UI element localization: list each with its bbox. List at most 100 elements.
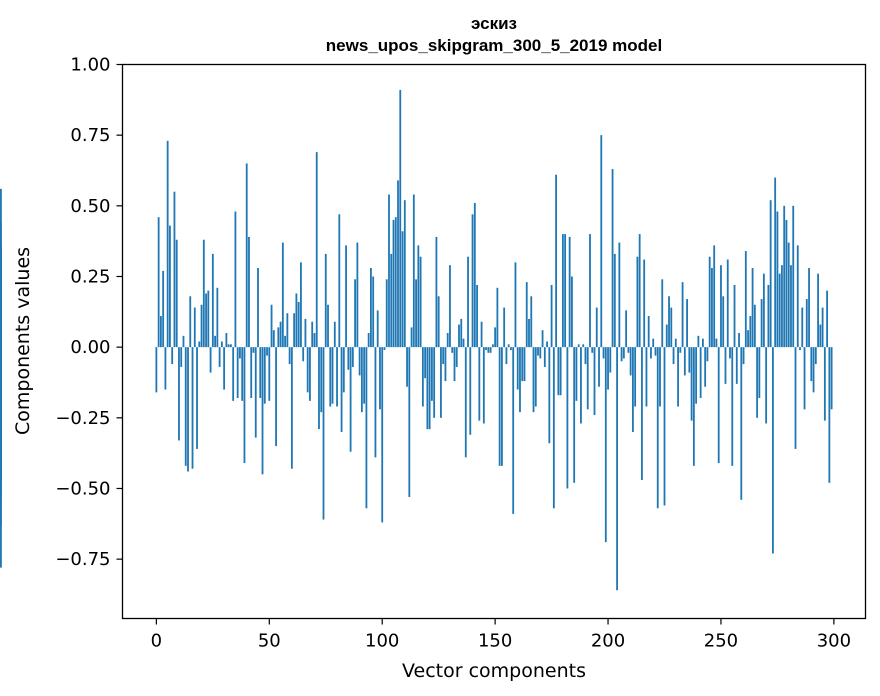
y-tick-label: −0.50 <box>55 478 110 499</box>
bar <box>412 194 415 348</box>
bar <box>762 273 765 348</box>
bar <box>473 203 476 348</box>
bar <box>521 347 524 382</box>
bar <box>821 307 824 348</box>
bar <box>394 217 397 348</box>
bar <box>555 174 558 348</box>
bar <box>333 321 336 348</box>
bar <box>286 313 289 348</box>
bar <box>223 347 226 390</box>
bar <box>159 316 162 348</box>
bar <box>205 293 207 348</box>
y-tick-label: 0.25 <box>70 266 110 287</box>
bar <box>641 347 643 480</box>
bar <box>523 347 526 382</box>
bar <box>376 310 379 348</box>
bar <box>379 347 381 410</box>
bar <box>516 347 519 390</box>
bar <box>467 256 469 348</box>
bar <box>455 347 458 367</box>
bar <box>720 265 722 348</box>
bar <box>435 236 438 348</box>
bar <box>668 296 670 348</box>
bar <box>446 333 449 348</box>
bar <box>254 347 257 438</box>
bar <box>365 347 368 509</box>
bar <box>487 347 490 353</box>
bar <box>453 347 456 382</box>
bar <box>363 347 366 404</box>
bar <box>738 333 740 348</box>
bar <box>810 347 813 382</box>
bar <box>214 335 216 348</box>
bar <box>747 330 749 348</box>
bar <box>753 304 756 348</box>
bar <box>620 347 623 362</box>
bar <box>708 256 711 348</box>
x-tick-label: 50 <box>258 631 281 652</box>
bar <box>268 347 271 401</box>
bar <box>575 347 578 401</box>
bar <box>505 347 508 365</box>
bar <box>191 347 194 469</box>
bar <box>281 242 284 348</box>
bar <box>803 347 806 410</box>
bar <box>482 347 485 424</box>
bar <box>403 200 406 348</box>
bar <box>356 242 359 348</box>
y-tick-label: 1.00 <box>70 55 110 76</box>
bar <box>663 347 666 506</box>
bar <box>241 347 244 401</box>
bar <box>613 253 616 348</box>
bar <box>225 333 228 348</box>
bar <box>189 296 192 348</box>
bar <box>552 347 555 509</box>
bar <box>550 284 553 348</box>
bar <box>232 347 235 401</box>
bar <box>713 245 716 348</box>
bar <box>408 347 411 497</box>
bar <box>683 347 686 376</box>
bar <box>724 347 727 384</box>
bar <box>351 347 354 367</box>
bar <box>478 347 481 421</box>
bar <box>749 316 752 348</box>
bar <box>180 347 183 367</box>
y-tick-label: 0.50 <box>70 196 110 217</box>
bar <box>320 347 323 413</box>
y-tick-label: −0.75 <box>55 549 110 570</box>
bar <box>706 347 709 362</box>
bar <box>622 347 625 359</box>
bar <box>313 333 316 348</box>
bar <box>284 335 287 348</box>
bar <box>686 299 688 348</box>
bar <box>304 318 307 348</box>
bar <box>406 347 408 387</box>
bar <box>257 268 259 348</box>
x-axis-label: Vector components <box>402 660 586 682</box>
chart-title-line-2: news_upos_skipgram_300_5_2019 model <box>326 36 662 55</box>
bar <box>449 265 451 348</box>
bar <box>243 347 246 464</box>
bar <box>532 347 535 413</box>
bar <box>388 194 390 348</box>
x-tick-label: 150 <box>478 631 512 652</box>
y-axis-ticks: 1.00 0.75 0.50 0.25 0.00 −0.25 −0.50 −0.75 <box>55 55 123 570</box>
bar <box>401 231 404 348</box>
bar <box>577 344 580 348</box>
bar <box>783 205 786 348</box>
bar <box>643 259 646 348</box>
bar <box>245 163 248 348</box>
bar <box>722 296 725 348</box>
bar <box>681 282 684 348</box>
bar <box>537 347 539 356</box>
bar <box>580 347 582 424</box>
bar <box>679 347 682 353</box>
bar <box>354 279 357 348</box>
bar <box>383 347 386 350</box>
bar <box>440 347 442 418</box>
bar <box>600 135 603 348</box>
bar <box>625 310 628 348</box>
